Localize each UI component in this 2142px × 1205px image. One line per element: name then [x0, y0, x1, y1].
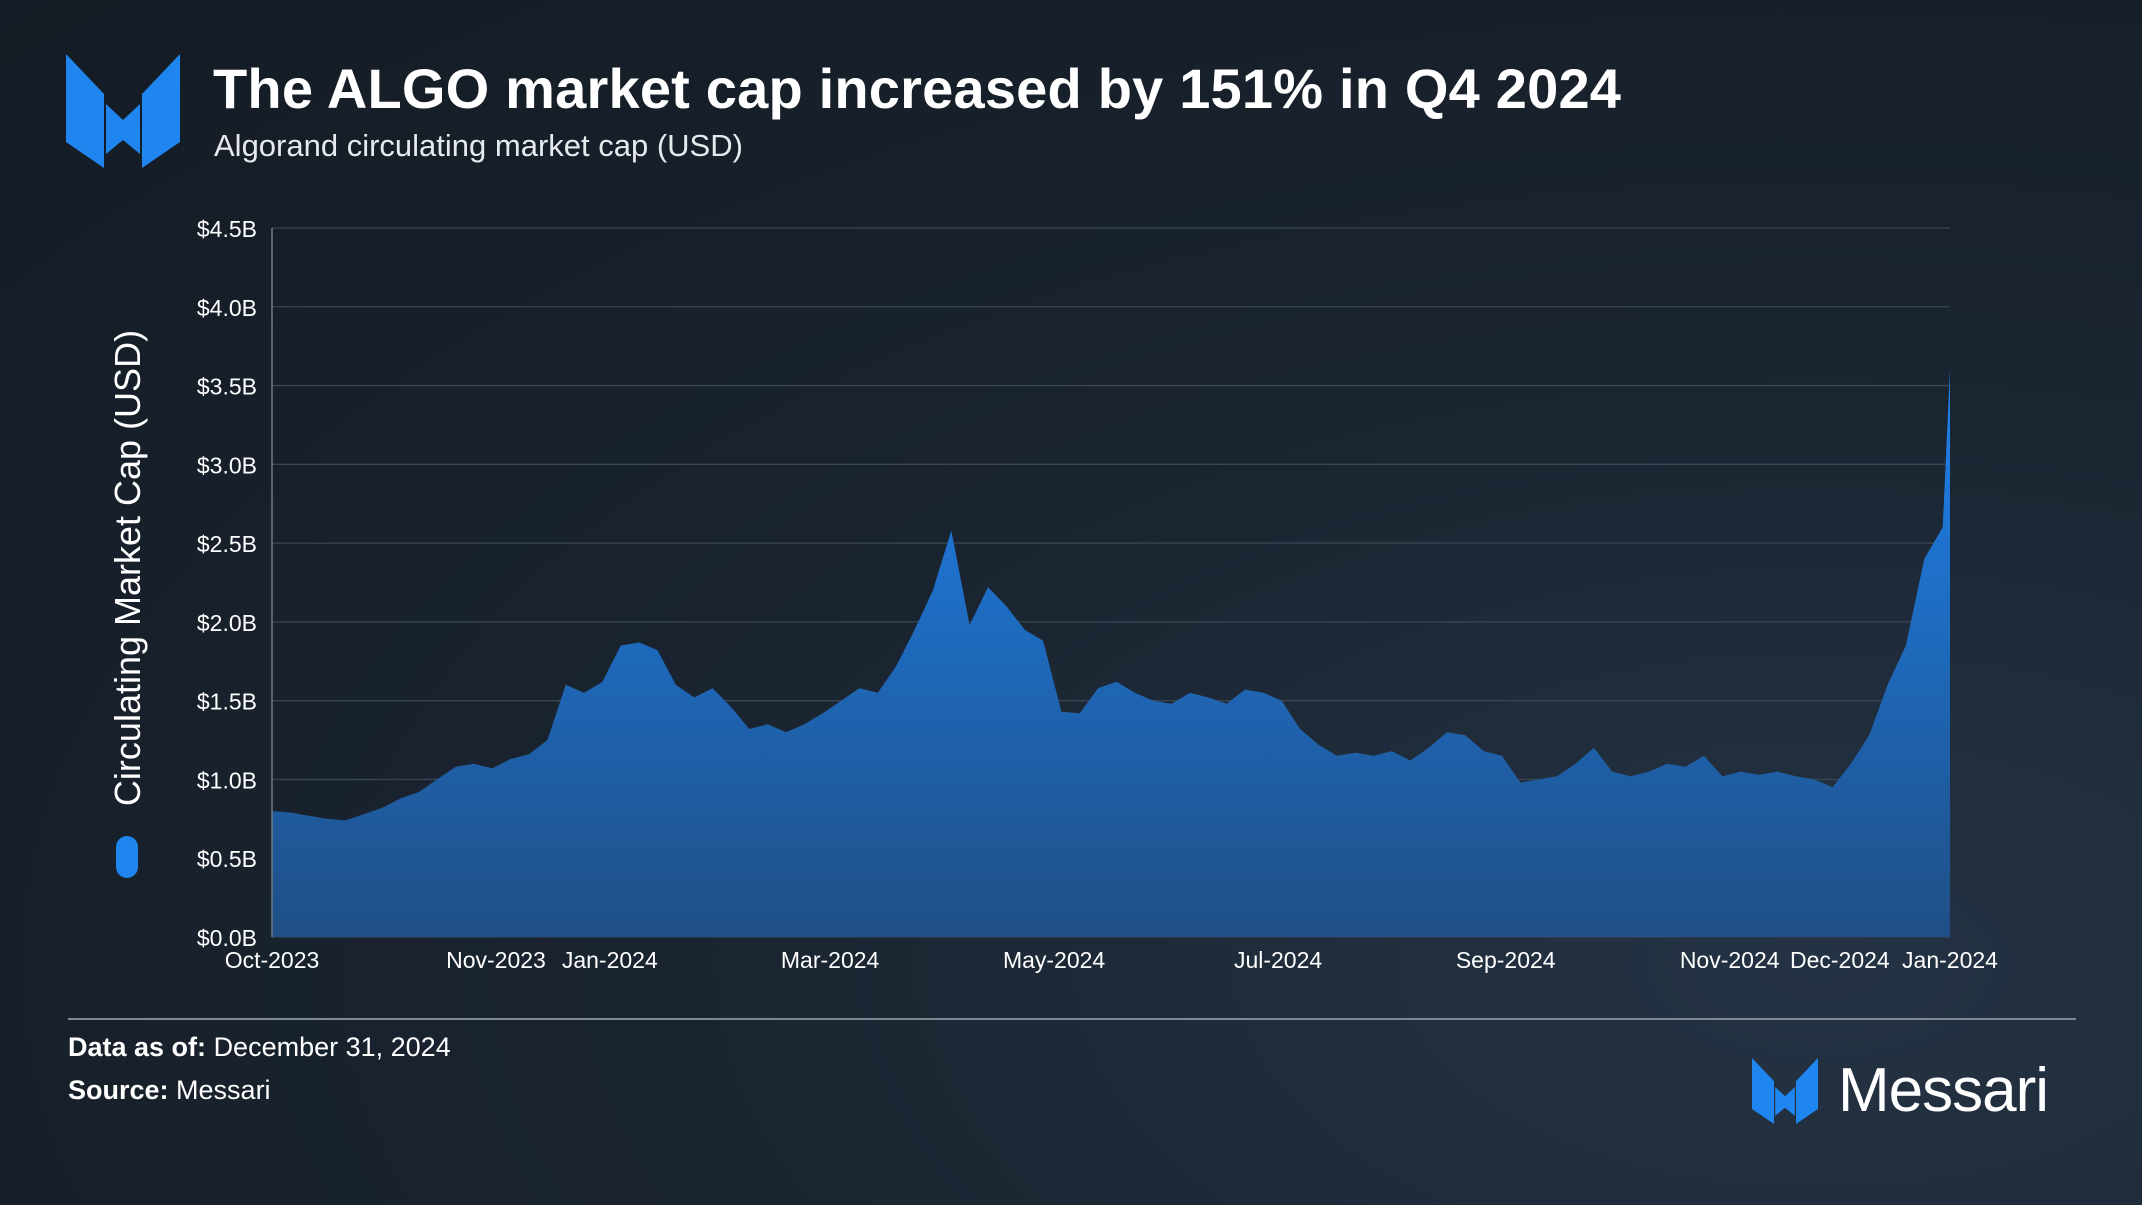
y-tick-labels: $0.0B $0.5B $1.0B $1.5B $2.0B $2.5B $3.0B $3.5B…: [197, 216, 257, 951]
brand-mark: Messari: [1752, 1056, 2049, 1125]
x-tick-label: Jan-2024: [1902, 947, 1998, 973]
y-tick-label: $0.0B: [197, 925, 257, 951]
y-tick-label: $0.5B: [197, 846, 257, 872]
chart-title: The ALGO market cap increased by 151% in…: [213, 57, 1622, 120]
data-as-of-value: December 31, 2024: [213, 1032, 451, 1062]
series-area: [272, 369, 1950, 937]
x-tick-label: Mar-2024: [781, 947, 880, 973]
y-tick-label: $2.0B: [197, 610, 257, 636]
x-tick-label: Nov-2024: [1680, 947, 1780, 973]
x-tick-label: Nov-2023: [446, 947, 546, 973]
y-tick-label: $3.5B: [197, 374, 257, 400]
x-tick-labels: Oct-2023 Nov-2023 Jan-2024 Mar-2024 May-2024…: [225, 947, 1998, 973]
chart-subtitle: Algorand circulating market cap (USD): [214, 128, 743, 163]
footer-divider: [68, 1018, 2076, 1020]
x-tick-label: Dec-2024: [1790, 947, 1890, 973]
source: Source: Messari: [68, 1075, 271, 1106]
messari-brand-icon: [1752, 1058, 1818, 1124]
y-tick-label: $4.0B: [197, 295, 257, 321]
area-chart: $0.0B $0.5B $1.0B $1.5B $2.0B $2.5B $3.0B $3.5B…: [107, 216, 1998, 973]
x-tick-label: Jan-2024: [562, 947, 658, 973]
messari-logo-icon: [66, 54, 180, 168]
y-tick-label: $2.5B: [197, 531, 257, 557]
data-as-of: Data as of: December 31, 2024: [68, 1032, 451, 1063]
y-tick-label: $3.0B: [197, 452, 257, 478]
x-tick-label: Jul-2024: [1234, 947, 1322, 973]
source-label: Source:: [68, 1075, 169, 1105]
y-axis-title: Circulating Market Cap (USD): [107, 330, 148, 806]
y-tick-label: $1.5B: [197, 689, 257, 715]
brand-name: Messari: [1838, 1056, 2049, 1125]
y-tick-label: $1.0B: [197, 767, 257, 793]
data-as-of-label: Data as of:: [68, 1032, 207, 1062]
x-tick-label: May-2024: [1003, 947, 1105, 973]
legend-swatch: [116, 836, 138, 878]
y-tick-label: $4.5B: [197, 216, 257, 242]
y-axis-title-group: Circulating Market Cap (USD): [107, 330, 148, 878]
x-tick-label: Oct-2023: [225, 947, 320, 973]
series-area-layer: [272, 369, 1950, 937]
x-tick-label: Sep-2024: [1456, 947, 1556, 973]
source-value: Messari: [176, 1075, 271, 1105]
